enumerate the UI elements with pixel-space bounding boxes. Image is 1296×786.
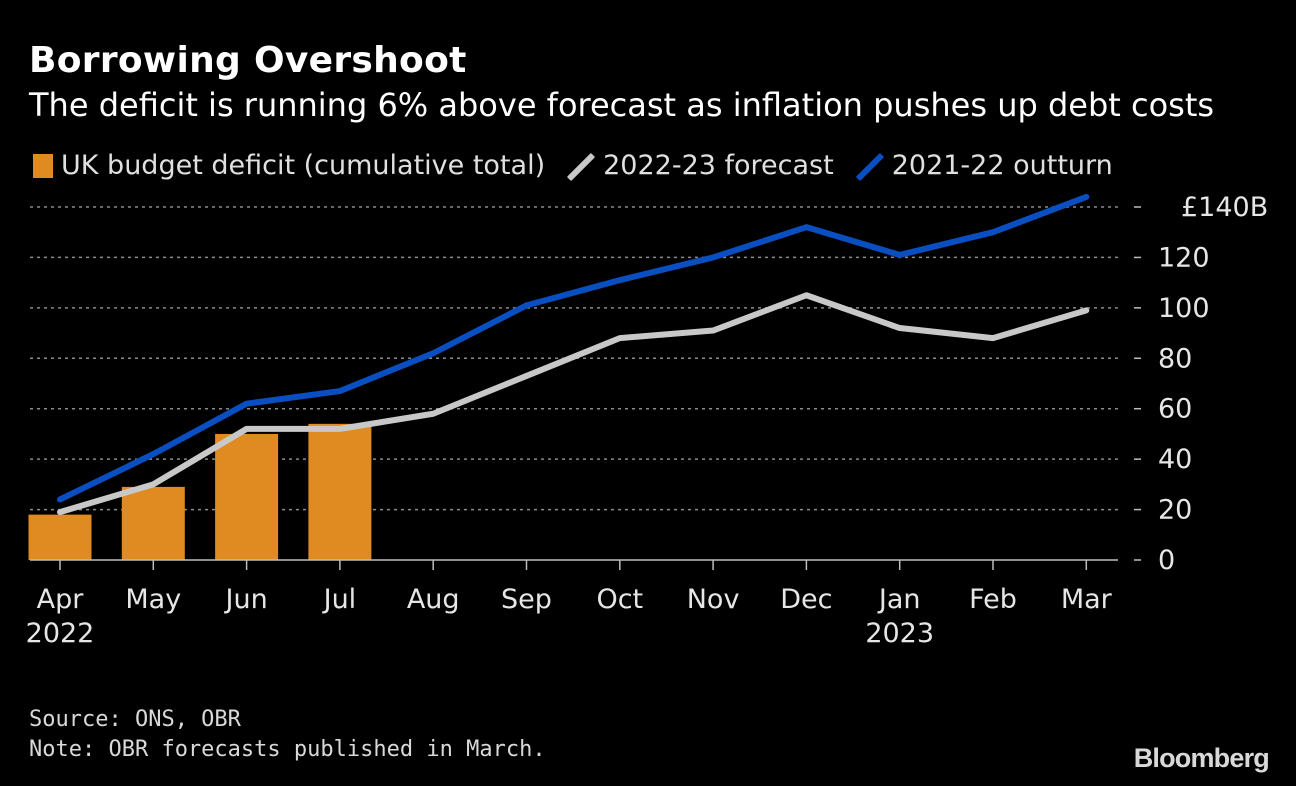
y-tick-label: 120	[1158, 242, 1210, 273]
y-tick-label: £140B	[1181, 192, 1268, 223]
outturn-line	[57, 193, 1090, 503]
x-tick-label: May	[125, 584, 181, 615]
x-tick-label: Jul	[322, 584, 357, 615]
y-tick-label: 80	[1158, 343, 1192, 374]
x-tick-label: Feb	[969, 584, 1017, 615]
footnote: Note: OBR forecasts published in March.	[29, 737, 546, 762]
chart-subtitle: The deficit is running 6% above forecast…	[29, 86, 1215, 124]
forecast-line	[57, 292, 1090, 516]
y-tick-label: 40	[1158, 444, 1192, 475]
x-tick-label: Mar	[1061, 584, 1113, 615]
x-tick-label: Dec	[780, 584, 832, 615]
bar	[308, 423, 372, 560]
legend-item-forecast: 2022-23 forecast	[567, 150, 834, 181]
x-tick-label: Oct	[596, 584, 643, 615]
bar	[28, 514, 92, 560]
footer: Source: ONS, OBR Note: OBR forecasts pub…	[29, 705, 546, 765]
x-year-label: 2022	[26, 618, 95, 649]
x-tick-label: Jun	[224, 584, 268, 615]
legend-swatch-deficit	[33, 153, 53, 178]
bar	[121, 486, 185, 560]
legend-label-deficit: UK budget deficit (cumulative total)	[61, 150, 546, 181]
legend: UK budget deficit (cumulative total) 202…	[33, 150, 1135, 181]
legend-label-outturn: 2021-22 outturn	[891, 150, 1113, 181]
bar	[215, 433, 279, 560]
legend-item-outturn: 2021-22 outturn	[856, 150, 1113, 181]
x-tick-label: Sep	[501, 584, 552, 615]
x-tick-label: Aug	[407, 584, 460, 615]
x-tick-label: Nov	[687, 584, 740, 615]
bloomberg-logo: Bloomberg	[1133, 743, 1270, 773]
chart-title: Borrowing Overshoot	[29, 40, 467, 81]
x-year-label: 2023	[865, 618, 934, 649]
y-tick-label: 60	[1158, 394, 1192, 425]
y-tick-label: 0	[1158, 545, 1175, 576]
legend-label-forecast: 2022-23 forecast	[603, 150, 834, 181]
x-tick-label: Jan	[877, 584, 921, 615]
y-tick-label: 20	[1158, 495, 1192, 526]
source-note: Source: ONS, OBR	[29, 707, 241, 732]
legend-item-deficit: UK budget deficit (cumulative total)	[33, 150, 545, 181]
x-tick-label: Apr	[37, 584, 85, 615]
y-tick-label: 100	[1158, 293, 1210, 324]
